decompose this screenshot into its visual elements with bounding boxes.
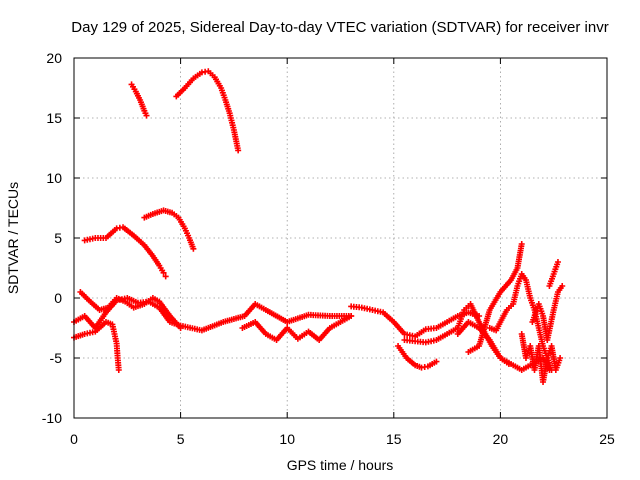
y-tick-label: 20	[46, 50, 62, 66]
series-arc-16	[529, 283, 566, 343]
data-point	[115, 367, 122, 373]
data-point	[177, 325, 184, 331]
series-arc-1	[128, 81, 150, 119]
series-arc-10	[395, 343, 440, 371]
series-arc-15	[518, 331, 564, 385]
y-tick-label: 15	[46, 110, 62, 126]
y-tick-label: 0	[54, 290, 62, 306]
axis-ticks: 0 5 10 15 20 25 -10 -5 0 5 10 15 20	[42, 50, 615, 447]
series-arc-17	[546, 259, 561, 289]
x-tick-label: 25	[599, 431, 615, 447]
y-axis-title: SDTVAR / TECUs	[5, 182, 21, 294]
x-tick-label: 20	[493, 431, 509, 447]
data-points	[71, 68, 566, 385]
data-point	[557, 355, 564, 361]
x-tick-label: 0	[70, 431, 78, 447]
x-tick-label: 10	[279, 431, 295, 447]
data-point	[160, 269, 167, 276]
data-point	[143, 112, 150, 119]
data-point	[190, 245, 197, 252]
data-point	[554, 259, 561, 265]
data-point	[518, 241, 525, 247]
series-arc-2	[173, 68, 242, 154]
series-arc-6	[71, 319, 122, 373]
x-axis-title: GPS time / hours	[287, 457, 394, 473]
data-point	[235, 147, 242, 154]
data-point	[559, 283, 566, 289]
series-arc-5	[71, 295, 355, 334]
series-arc-3	[81, 224, 169, 280]
data-point	[433, 358, 440, 365]
y-tick-label: 5	[54, 230, 62, 246]
grid	[74, 58, 607, 418]
series-arc-4	[141, 207, 197, 252]
y-tick-label: -5	[50, 350, 63, 366]
series-arc-7	[77, 289, 184, 331]
y-tick-label: -10	[42, 410, 62, 426]
data-point	[162, 273, 169, 280]
series-arc-14	[486, 271, 555, 373]
series-arc-13	[465, 241, 525, 355]
x-tick-label: 15	[386, 431, 402, 447]
chart-title: Day 129 of 2025, Sidereal Day-to-day VTE…	[71, 19, 608, 36]
x-tick-label: 5	[177, 431, 185, 447]
data-point	[348, 313, 355, 319]
series-arc-8	[239, 313, 355, 343]
y-tick-label: 10	[46, 170, 62, 186]
